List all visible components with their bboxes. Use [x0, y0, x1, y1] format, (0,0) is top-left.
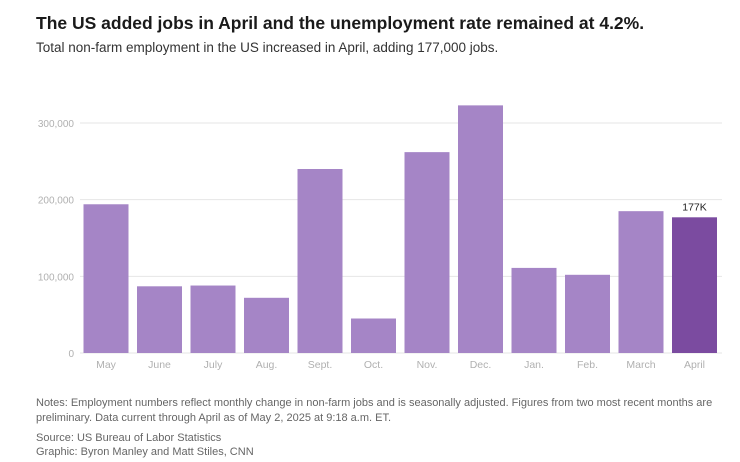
x-tick-label: Feb. — [577, 359, 598, 371]
bar-aug — [244, 297, 289, 353]
bar-july — [190, 285, 236, 353]
data-labels: 177K — [682, 201, 707, 213]
x-tick-label: June — [148, 359, 171, 371]
bar-nov — [404, 152, 450, 353]
x-tick-label: April — [684, 359, 705, 371]
x-tick-label: May — [96, 359, 117, 371]
x-tick-label: Aug. — [256, 359, 278, 371]
x-tick-label: July — [204, 359, 223, 371]
bar-chart: 0 100,000 200,000 300,000 May June July Aug. Se… — [38, 105, 722, 371]
bar-may — [83, 204, 129, 353]
bar-june — [137, 286, 182, 353]
bar-oct — [351, 318, 396, 353]
bars — [83, 105, 717, 353]
bar-jan — [511, 267, 557, 353]
source-credit: Source: US Bureau of Labor Statistics — [36, 432, 222, 444]
bar-dec — [458, 105, 503, 353]
bar-march — [618, 211, 664, 353]
graphic-credit: Graphic: Byron Manley and Matt Stiles, C… — [36, 446, 254, 458]
gridlines — [80, 122, 722, 354]
x-tick-label: Oct. — [364, 359, 383, 371]
x-tick-label: Jan. — [524, 359, 544, 371]
x-tick-label: March — [626, 359, 655, 371]
bar-sept — [297, 169, 343, 353]
chart-subtitle: Total non-farm employment in the US incr… — [36, 40, 499, 55]
x-tick-label: Nov. — [417, 359, 438, 371]
data-label: 177K — [682, 201, 707, 213]
x-tick-label: Dec. — [470, 359, 492, 371]
y-tick-label: 300,000 — [38, 119, 75, 130]
chart-title: The US added jobs in April and the unemp… — [36, 13, 645, 33]
chart-notes: Notes: Employment numbers reflect monthl… — [36, 397, 713, 424]
bar-feb — [565, 274, 610, 353]
x-tick-label: Sept. — [308, 359, 333, 371]
y-tick-label: 200,000 — [38, 196, 75, 207]
y-axis-ticks: 0 100,000 200,000 300,000 — [38, 119, 75, 360]
y-tick-label: 0 — [68, 349, 74, 360]
x-axis-ticks: May June July Aug. Sept. Oct. Nov. Dec. Jan. Feb.… — [96, 359, 705, 371]
y-tick-label: 100,000 — [38, 272, 75, 283]
bar-april — [672, 217, 717, 353]
